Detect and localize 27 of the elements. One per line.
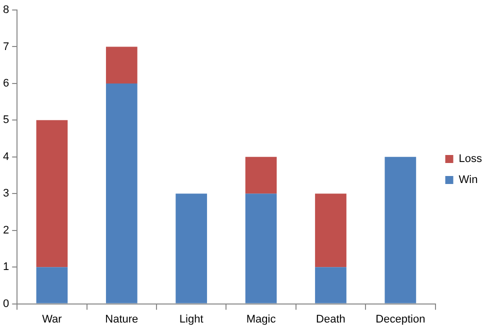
- bar: [36, 267, 68, 304]
- bar: [315, 194, 346, 268]
- x-tick-label: Light: [179, 313, 204, 326]
- bar: [106, 46, 138, 84]
- legend-label: Win: [458, 174, 478, 186]
- bar: [36, 120, 68, 268]
- y-tick-label: 6: [2, 77, 10, 90]
- x-tick-label: Death: [316, 313, 346, 326]
- bar: [384, 156, 416, 304]
- bar: [315, 267, 346, 304]
- bar: [176, 194, 208, 304]
- bar: [245, 156, 277, 194]
- y-tick-label: 0: [2, 298, 10, 310]
- y-tick-label: 7: [2, 40, 10, 53]
- y-tick-label: 3: [2, 188, 10, 200]
- y-tick-label: 2: [2, 224, 10, 236]
- y-tick-label: 1: [2, 261, 10, 274]
- y-tick-label: 4: [2, 150, 10, 163]
- bar: [106, 83, 138, 304]
- x-tick-label: War: [42, 313, 62, 326]
- x-tick-label: Magic: [246, 313, 276, 326]
- x-tick-label: Nature: [105, 313, 138, 326]
- legend-label: Loss: [458, 153, 482, 166]
- bar: [245, 194, 277, 304]
- x-tick-label: Deception: [376, 313, 426, 326]
- y-tick-label: 5: [2, 114, 10, 126]
- y-tick-label: 8: [2, 4, 10, 16]
